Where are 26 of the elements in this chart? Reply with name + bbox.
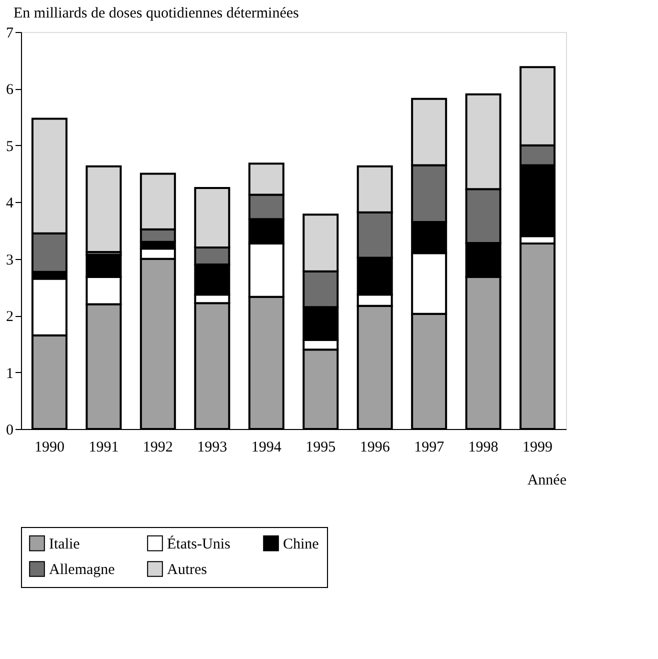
y-tick-label: 4 — [6, 196, 14, 212]
x-tick-label: 1992 — [142, 440, 173, 456]
x-tick-label: 1996 — [360, 440, 390, 456]
y-tick-label: 2 — [6, 309, 14, 326]
y-tick-label: 0 — [6, 422, 14, 438]
x-tick-label: 1997 — [414, 440, 445, 456]
legend-label: États-Unis — [167, 535, 230, 552]
x-tick-label: 1999 — [522, 440, 553, 456]
x-tick-label: 1994 — [251, 440, 282, 456]
bar — [86, 165, 122, 254]
legend-label: Allemagne — [49, 562, 116, 578]
y-tick-label: 7 — [6, 26, 14, 42]
x-tick-label: 1998 — [468, 440, 498, 456]
y-tick-label: 5 — [6, 138, 14, 155]
legend-label: Chine — [283, 536, 320, 552]
x-tick-label: 1990 — [34, 440, 64, 456]
x-tick-label: 1991 — [88, 440, 119, 456]
x-tick-label: 1993 — [197, 440, 228, 456]
y-tick-label: 3 — [6, 252, 14, 268]
x-tick-label: 1995 — [306, 440, 336, 456]
y-tick-label: 1 — [6, 366, 14, 382]
y-tick-label: 6 — [6, 82, 14, 98]
y-axis-title: En milliards de doses quotidiennes déterminées — [14, 6, 300, 22]
legend-label: Italie — [49, 536, 80, 552]
x-axis-title: Année — [527, 472, 567, 488]
legend-label: Autres — [167, 562, 208, 578]
